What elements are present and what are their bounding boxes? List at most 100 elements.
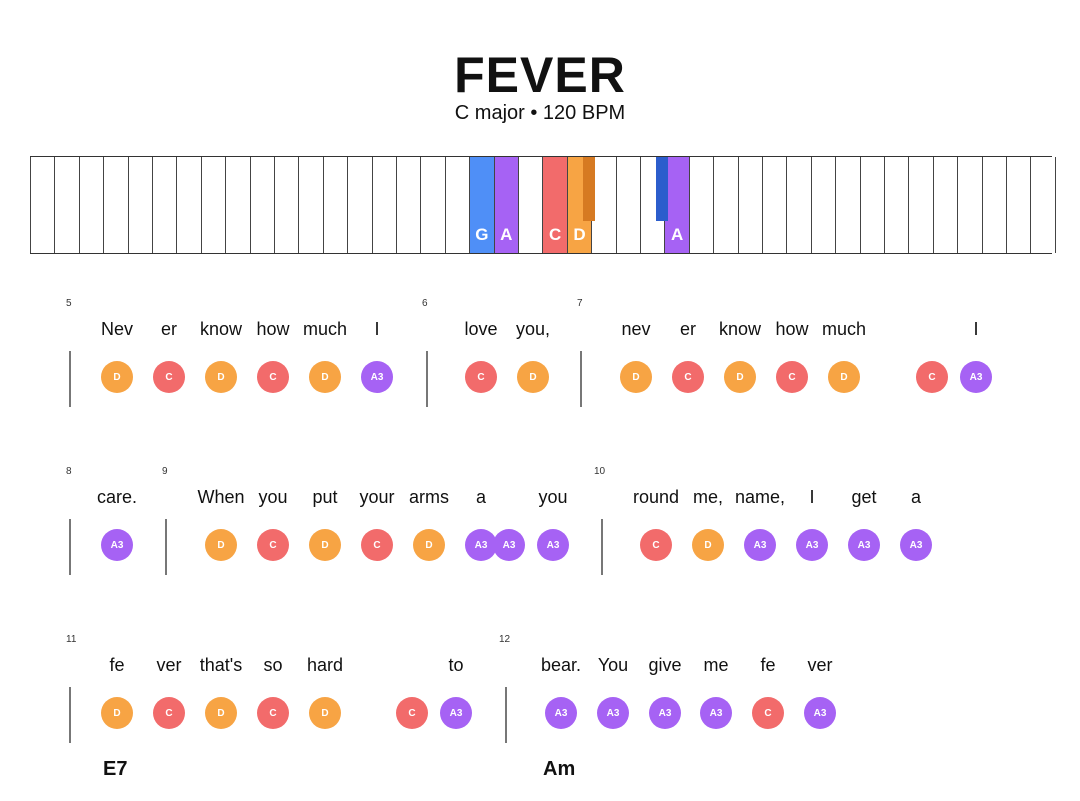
piano-key[interactable] bbox=[444, 157, 470, 253]
bar-line bbox=[69, 351, 71, 407]
note-bubble[interactable]: C bbox=[153, 697, 185, 729]
note-bubble[interactable]: D bbox=[205, 361, 237, 393]
piano-key[interactable] bbox=[713, 157, 738, 253]
note-bubble[interactable]: A3 bbox=[545, 697, 577, 729]
measure-number: 6 bbox=[422, 298, 428, 309]
piano-key[interactable] bbox=[786, 157, 811, 253]
note-bubble[interactable]: A3 bbox=[493, 529, 525, 561]
piano-key[interactable] bbox=[957, 157, 982, 253]
piano-black-key-highlighted[interactable] bbox=[583, 157, 595, 221]
piano-key-highlighted[interactable]: G bbox=[469, 157, 494, 253]
note-bubble[interactable]: C bbox=[396, 697, 428, 729]
piano-key[interactable] bbox=[591, 157, 616, 253]
piano-key[interactable] bbox=[176, 157, 201, 253]
note-bubble[interactable]: D bbox=[101, 361, 133, 393]
lyric-syllable: get bbox=[851, 487, 877, 507]
piano-key[interactable] bbox=[1006, 157, 1031, 253]
note-bubble[interactable]: A3 bbox=[361, 361, 393, 393]
piano-key[interactable] bbox=[518, 157, 543, 253]
piano-key[interactable] bbox=[103, 157, 128, 253]
piano-key[interactable] bbox=[298, 157, 323, 253]
note-bubble[interactable]: D bbox=[309, 697, 341, 729]
piano-key[interactable] bbox=[78, 157, 104, 253]
note-bubble[interactable]: D bbox=[620, 361, 652, 393]
piano-key[interactable] bbox=[127, 157, 152, 253]
note-bubble[interactable]: A3 bbox=[796, 529, 828, 561]
lyric-syllable: care. bbox=[96, 487, 138, 507]
piano-key[interactable] bbox=[932, 157, 958, 253]
lyric-syllable: hard bbox=[306, 655, 344, 675]
note-bubble[interactable]: A3 bbox=[440, 697, 472, 729]
piano-key[interactable] bbox=[688, 157, 714, 253]
note-bubble[interactable]: C bbox=[640, 529, 672, 561]
note-bubble[interactable]: C bbox=[776, 361, 808, 393]
piano-key[interactable] bbox=[420, 157, 445, 253]
note-bubble[interactable]: A3 bbox=[597, 697, 629, 729]
piano-key-label: D bbox=[573, 225, 586, 244]
note-bubble[interactable]: A3 bbox=[744, 529, 776, 561]
note-bubble[interactable]: D bbox=[517, 361, 549, 393]
piano-key[interactable] bbox=[835, 157, 860, 253]
note-bubble[interactable]: C bbox=[257, 529, 289, 561]
piano-key-highlighted[interactable]: C bbox=[542, 157, 567, 253]
note-bubble[interactable]: A3 bbox=[700, 697, 732, 729]
piano-key-label: A bbox=[670, 225, 684, 244]
lyric-syllable: er bbox=[679, 319, 697, 339]
note-bubble[interactable]: C bbox=[361, 529, 393, 561]
note-bubble[interactable]: A3 bbox=[960, 361, 992, 393]
note-bubble[interactable]: D bbox=[309, 529, 341, 561]
piano-key[interactable] bbox=[737, 157, 762, 253]
note-bubble[interactable]: A3 bbox=[900, 529, 932, 561]
piano-key[interactable] bbox=[908, 157, 933, 253]
note-bubble[interactable]: A3 bbox=[537, 529, 569, 561]
piano-key[interactable] bbox=[152, 157, 177, 253]
note-bubble[interactable]: C bbox=[153, 361, 185, 393]
note-bubble[interactable]: D bbox=[309, 361, 341, 393]
piano-key[interactable] bbox=[859, 157, 884, 253]
bar-line bbox=[601, 519, 603, 575]
note-bubble[interactable]: C bbox=[916, 361, 948, 393]
note-bubble[interactable]: D bbox=[205, 697, 237, 729]
note-bubble[interactable]: D bbox=[828, 361, 860, 393]
piano-key-highlighted[interactable]: A bbox=[664, 157, 689, 253]
lyric-syllable: that's bbox=[199, 655, 243, 675]
note-bubble[interactable]: D bbox=[413, 529, 445, 561]
note-bubble[interactable]: D bbox=[692, 529, 724, 561]
piano-key[interactable] bbox=[249, 157, 274, 253]
piano-key[interactable] bbox=[810, 157, 836, 253]
piano-key-label: G bbox=[475, 225, 489, 244]
piano-key[interactable] bbox=[200, 157, 226, 253]
note-bubble[interactable]: C bbox=[752, 697, 784, 729]
piano-key[interactable] bbox=[30, 157, 55, 253]
note-bubble[interactable]: A3 bbox=[101, 529, 133, 561]
piano-key[interactable] bbox=[225, 157, 250, 253]
piano-key-highlighted[interactable]: A bbox=[493, 157, 518, 253]
note-bubble[interactable]: A3 bbox=[804, 697, 836, 729]
note-bubble[interactable]: C bbox=[257, 361, 289, 393]
piano-key[interactable] bbox=[322, 157, 348, 253]
piano-black-key-highlighted[interactable] bbox=[656, 157, 668, 221]
lyric-syllable: fe bbox=[109, 655, 125, 675]
piano-key[interactable] bbox=[347, 157, 372, 253]
piano-key[interactable] bbox=[371, 157, 396, 253]
note-bubble[interactable]: C bbox=[465, 361, 497, 393]
note-bubble[interactable]: D bbox=[724, 361, 756, 393]
piano-key[interactable] bbox=[762, 157, 787, 253]
note-bubble[interactable]: C bbox=[257, 697, 289, 729]
note-bubble[interactable]: D bbox=[205, 529, 237, 561]
piano-key[interactable] bbox=[615, 157, 640, 253]
piano-key[interactable] bbox=[396, 157, 421, 253]
piano-key[interactable] bbox=[884, 157, 909, 253]
note-bubble[interactable]: C bbox=[672, 361, 704, 393]
note-bubble[interactable]: D bbox=[101, 697, 133, 729]
piano-key[interactable] bbox=[981, 157, 1006, 253]
piano-key[interactable] bbox=[274, 157, 299, 253]
piano-key[interactable] bbox=[54, 157, 79, 253]
measure-number: 11 bbox=[66, 634, 77, 645]
note-bubble[interactable]: A3 bbox=[649, 697, 681, 729]
lyric-syllable: bear. bbox=[540, 655, 582, 675]
note-bubble[interactable]: A3 bbox=[848, 529, 880, 561]
piano-key[interactable] bbox=[1030, 157, 1055, 253]
note-bubble[interactable]: A3 bbox=[465, 529, 497, 561]
